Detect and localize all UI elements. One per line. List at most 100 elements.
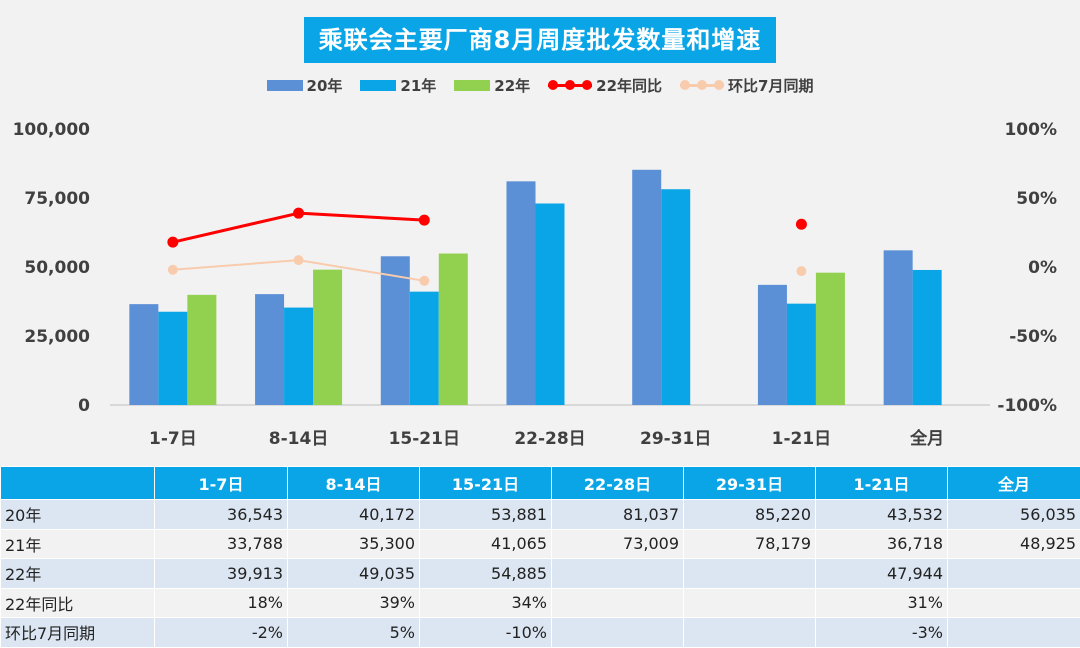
x-tick-label: 1-7日 — [149, 429, 197, 449]
table-row-label: 22年同比 — [1, 588, 155, 618]
table-cell — [684, 588, 816, 618]
x-tick-label: 全月 — [909, 428, 944, 449]
line-point-yoy — [796, 219, 807, 230]
table-cell: 81,037 — [552, 500, 684, 530]
table-cell: 18% — [155, 588, 288, 618]
table-row-label: 21年 — [1, 529, 155, 559]
bar-21 — [661, 189, 690, 405]
table-cell — [948, 559, 1080, 589]
table-cell: -10% — [420, 618, 552, 648]
x-tick-label: 8-14日 — [269, 429, 329, 449]
table-cell: 56,035 — [948, 500, 1080, 530]
table-cell: -2% — [155, 618, 288, 648]
table-row-label: 22年 — [1, 559, 155, 589]
x-tick-label: 1-21日 — [772, 429, 832, 449]
line-point-yoy — [419, 215, 430, 226]
table-cell — [552, 588, 684, 618]
table-cell: 47,944 — [816, 559, 948, 589]
table-row-label: 环比7月同期 — [1, 618, 155, 648]
y-right-tick-label: -50% — [1009, 327, 1057, 347]
table-cell — [684, 618, 816, 648]
table-row: 22年 39,913 49,035 54,885 47,944 — [1, 559, 1080, 589]
bar-20 — [507, 181, 536, 405]
bar-21 — [913, 270, 942, 405]
table-cell: -3% — [816, 618, 948, 648]
bar-21 — [284, 308, 313, 405]
bar-22 — [816, 273, 845, 405]
x-tick-label: 15-21日 — [389, 429, 460, 449]
line-segment-yoy — [299, 213, 425, 220]
table-header-cell: 22-28日 — [552, 467, 684, 500]
data-table: 1-7日 8-14日 15-21日 22-28日 29-31日 1-21日 全月… — [0, 466, 1080, 648]
table-cell: 39% — [288, 588, 420, 618]
x-tick-label: 29-31日 — [640, 429, 711, 449]
table-cell: 73,009 — [552, 529, 684, 559]
table-header-cell: 29-31日 — [684, 467, 816, 500]
table-header-cell: 1-7日 — [155, 467, 288, 500]
y-left-tick-label: 75,000 — [24, 189, 90, 209]
line-point-yoy — [293, 208, 304, 219]
bar-22 — [439, 254, 468, 405]
chart-plot: 0 25,000 50,000 75,000 100,000 -100% -50% 0% 50%… — [0, 0, 1080, 466]
bar-20 — [632, 170, 661, 405]
table-cell: 35,300 — [288, 529, 420, 559]
table-header-cell: 全月 — [948, 467, 1080, 500]
bar-20 — [758, 285, 787, 405]
y-left-tick-label: 50,000 — [24, 258, 90, 278]
table-cell — [552, 559, 684, 589]
line-point-mom — [796, 266, 806, 276]
table-header-corner — [1, 467, 155, 500]
table-cell: 48,925 — [948, 529, 1080, 559]
y-right-tick-label: 0% — [1028, 258, 1057, 278]
table-row-label: 20年 — [1, 500, 155, 530]
table-header-cell: 8-14日 — [288, 467, 420, 500]
table-row: 环比7月同期 -2% 5% -10% -3% — [1, 618, 1080, 648]
table-row: 22年同比 18% 39% 34% 31% — [1, 588, 1080, 618]
bar-22 — [313, 270, 342, 405]
table-cell: 31% — [816, 588, 948, 618]
bar-21 — [158, 312, 187, 405]
table-row: 21年 33,788 35,300 41,065 73,009 78,179 3… — [1, 529, 1080, 559]
table-header-cell: 1-21日 — [816, 467, 948, 500]
table-cell: 36,718 — [816, 529, 948, 559]
line-point-mom — [168, 265, 178, 275]
bar-20 — [884, 250, 913, 405]
table-cell: 41,065 — [420, 529, 552, 559]
table-cell — [684, 559, 816, 589]
line-point-yoy — [167, 237, 178, 248]
bar-21 — [787, 304, 816, 405]
bar-21 — [410, 292, 439, 405]
x-tick-label: 22-28日 — [514, 429, 585, 449]
table-cell: 5% — [288, 618, 420, 648]
y-left-tick-label: 0 — [78, 396, 90, 416]
table-cell: 39,913 — [155, 559, 288, 589]
line-point-mom — [294, 255, 304, 265]
y-right-tick-label: 50% — [1016, 189, 1057, 209]
bar-20 — [129, 304, 158, 405]
table-cell: 49,035 — [288, 559, 420, 589]
table-cell — [552, 618, 684, 648]
y-right-tick-label: -100% — [997, 396, 1057, 416]
line-point-mom — [419, 276, 429, 286]
table-cell: 53,881 — [420, 500, 552, 530]
bar-21 — [536, 203, 565, 405]
table-header-cell: 15-21日 — [420, 467, 552, 500]
table-cell: 54,885 — [420, 559, 552, 589]
table-cell — [948, 618, 1080, 648]
table-cell — [948, 588, 1080, 618]
line-segment-yoy — [173, 213, 299, 242]
table-row: 20年 36,543 40,172 53,881 81,037 85,220 4… — [1, 500, 1080, 530]
y-left-tick-label: 25,000 — [24, 327, 90, 347]
y-right-tick-label: 100% — [1004, 120, 1057, 140]
table-cell: 33,788 — [155, 529, 288, 559]
line-segment-mom — [173, 260, 299, 270]
table-cell: 40,172 — [288, 500, 420, 530]
table-cell: 34% — [420, 588, 552, 618]
y-left-tick-label: 100,000 — [13, 120, 91, 140]
bar-20 — [255, 294, 284, 405]
table-cell: 36,543 — [155, 500, 288, 530]
table-cell: 78,179 — [684, 529, 816, 559]
table-header-row: 1-7日 8-14日 15-21日 22-28日 29-31日 1-21日 全月 — [1, 467, 1080, 500]
table-cell: 85,220 — [684, 500, 816, 530]
chart-area: 乘联会主要厂商8月周度批发数量和增速 20年 21年 22年 22年同比 — [0, 0, 1080, 466]
